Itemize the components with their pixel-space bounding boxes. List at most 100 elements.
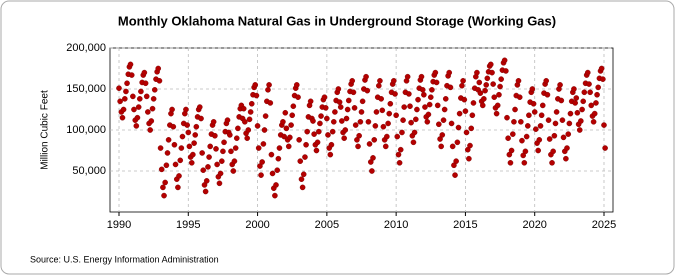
data-point (274, 167, 281, 173)
data-point (281, 133, 287, 140)
y-tick-label: 100,000 (66, 124, 106, 136)
data-point (150, 96, 157, 102)
data-point (198, 115, 204, 122)
data-point (448, 120, 455, 127)
data-point (425, 111, 432, 118)
data-point (213, 146, 219, 152)
data-point (142, 80, 149, 87)
data-point (183, 106, 189, 113)
data-point (283, 125, 290, 132)
data-point (327, 151, 334, 158)
data-point (230, 168, 237, 174)
data-point (219, 158, 225, 164)
data-point (328, 141, 335, 148)
data-point (311, 131, 317, 137)
data-point (397, 146, 404, 153)
source-note: Source: U.S. Energy Information Administ… (30, 254, 219, 264)
data-point (382, 143, 389, 150)
data-point (275, 155, 282, 162)
data-point (259, 159, 265, 165)
data-point (373, 109, 380, 115)
data-point (415, 96, 421, 103)
data-point (396, 159, 403, 166)
data-point (133, 123, 140, 129)
data-point (335, 86, 342, 92)
data-point (258, 172, 264, 178)
data-point (406, 91, 412, 97)
data-point (549, 159, 555, 166)
data-point (372, 123, 379, 129)
data-point (135, 104, 142, 110)
data-point (145, 109, 151, 115)
y-tick-label: 200,000 (66, 42, 106, 54)
data-point (587, 89, 593, 96)
data-point (574, 109, 581, 116)
data-point (463, 129, 470, 136)
data-point (193, 123, 200, 130)
data-point (363, 73, 369, 80)
data-point (469, 112, 476, 119)
data-point (192, 132, 199, 138)
data-point (550, 148, 556, 155)
data-point (414, 106, 420, 113)
data-point (461, 96, 468, 103)
data-point (377, 78, 383, 84)
data-point (156, 78, 163, 84)
data-point (282, 109, 289, 116)
data-point (171, 141, 178, 148)
data-point (207, 143, 213, 150)
data-point (453, 158, 459, 164)
data-point (262, 113, 269, 119)
data-point (476, 79, 483, 86)
data-point (206, 154, 212, 160)
data-point (307, 98, 314, 105)
data-point (578, 118, 584, 124)
data-point (119, 114, 126, 121)
data-point (178, 145, 185, 151)
data-point (364, 87, 371, 94)
data-point (580, 98, 587, 105)
data-point (537, 123, 544, 129)
data-point (303, 141, 309, 148)
data-point (524, 123, 531, 129)
data-point (122, 96, 128, 102)
data-point (602, 145, 608, 151)
data-point (357, 119, 364, 125)
x-tick-label: 2010 (384, 219, 408, 231)
data-point (235, 125, 241, 132)
data-point (124, 80, 130, 87)
data-point (267, 100, 274, 106)
data-point (162, 179, 168, 186)
data-point (426, 101, 433, 108)
data-point (386, 110, 393, 117)
data-point (600, 76, 606, 82)
data-point (447, 84, 454, 91)
data-point (505, 135, 511, 141)
data-point (163, 162, 170, 169)
data-point (411, 129, 418, 136)
data-point (244, 135, 250, 141)
data-point (155, 65, 162, 72)
data-point (231, 158, 238, 164)
data-point (553, 109, 560, 115)
data-point (321, 94, 328, 100)
data-point (216, 180, 223, 187)
data-point (212, 132, 218, 139)
data-point (190, 151, 196, 158)
data-point (352, 122, 359, 128)
data-point (179, 133, 186, 140)
x-tick-label: 1995 (176, 219, 200, 231)
data-point (366, 141, 373, 147)
data-point (233, 135, 240, 141)
data-point (586, 81, 592, 87)
data-point (536, 137, 543, 143)
data-point (158, 166, 165, 173)
data-point (395, 151, 402, 158)
data-point (422, 104, 428, 110)
data-point (358, 109, 365, 115)
y-tick-label: 150,000 (66, 83, 106, 95)
data-point (316, 128, 322, 135)
data-point (322, 105, 329, 111)
data-point (436, 121, 442, 128)
data-point (202, 188, 209, 195)
